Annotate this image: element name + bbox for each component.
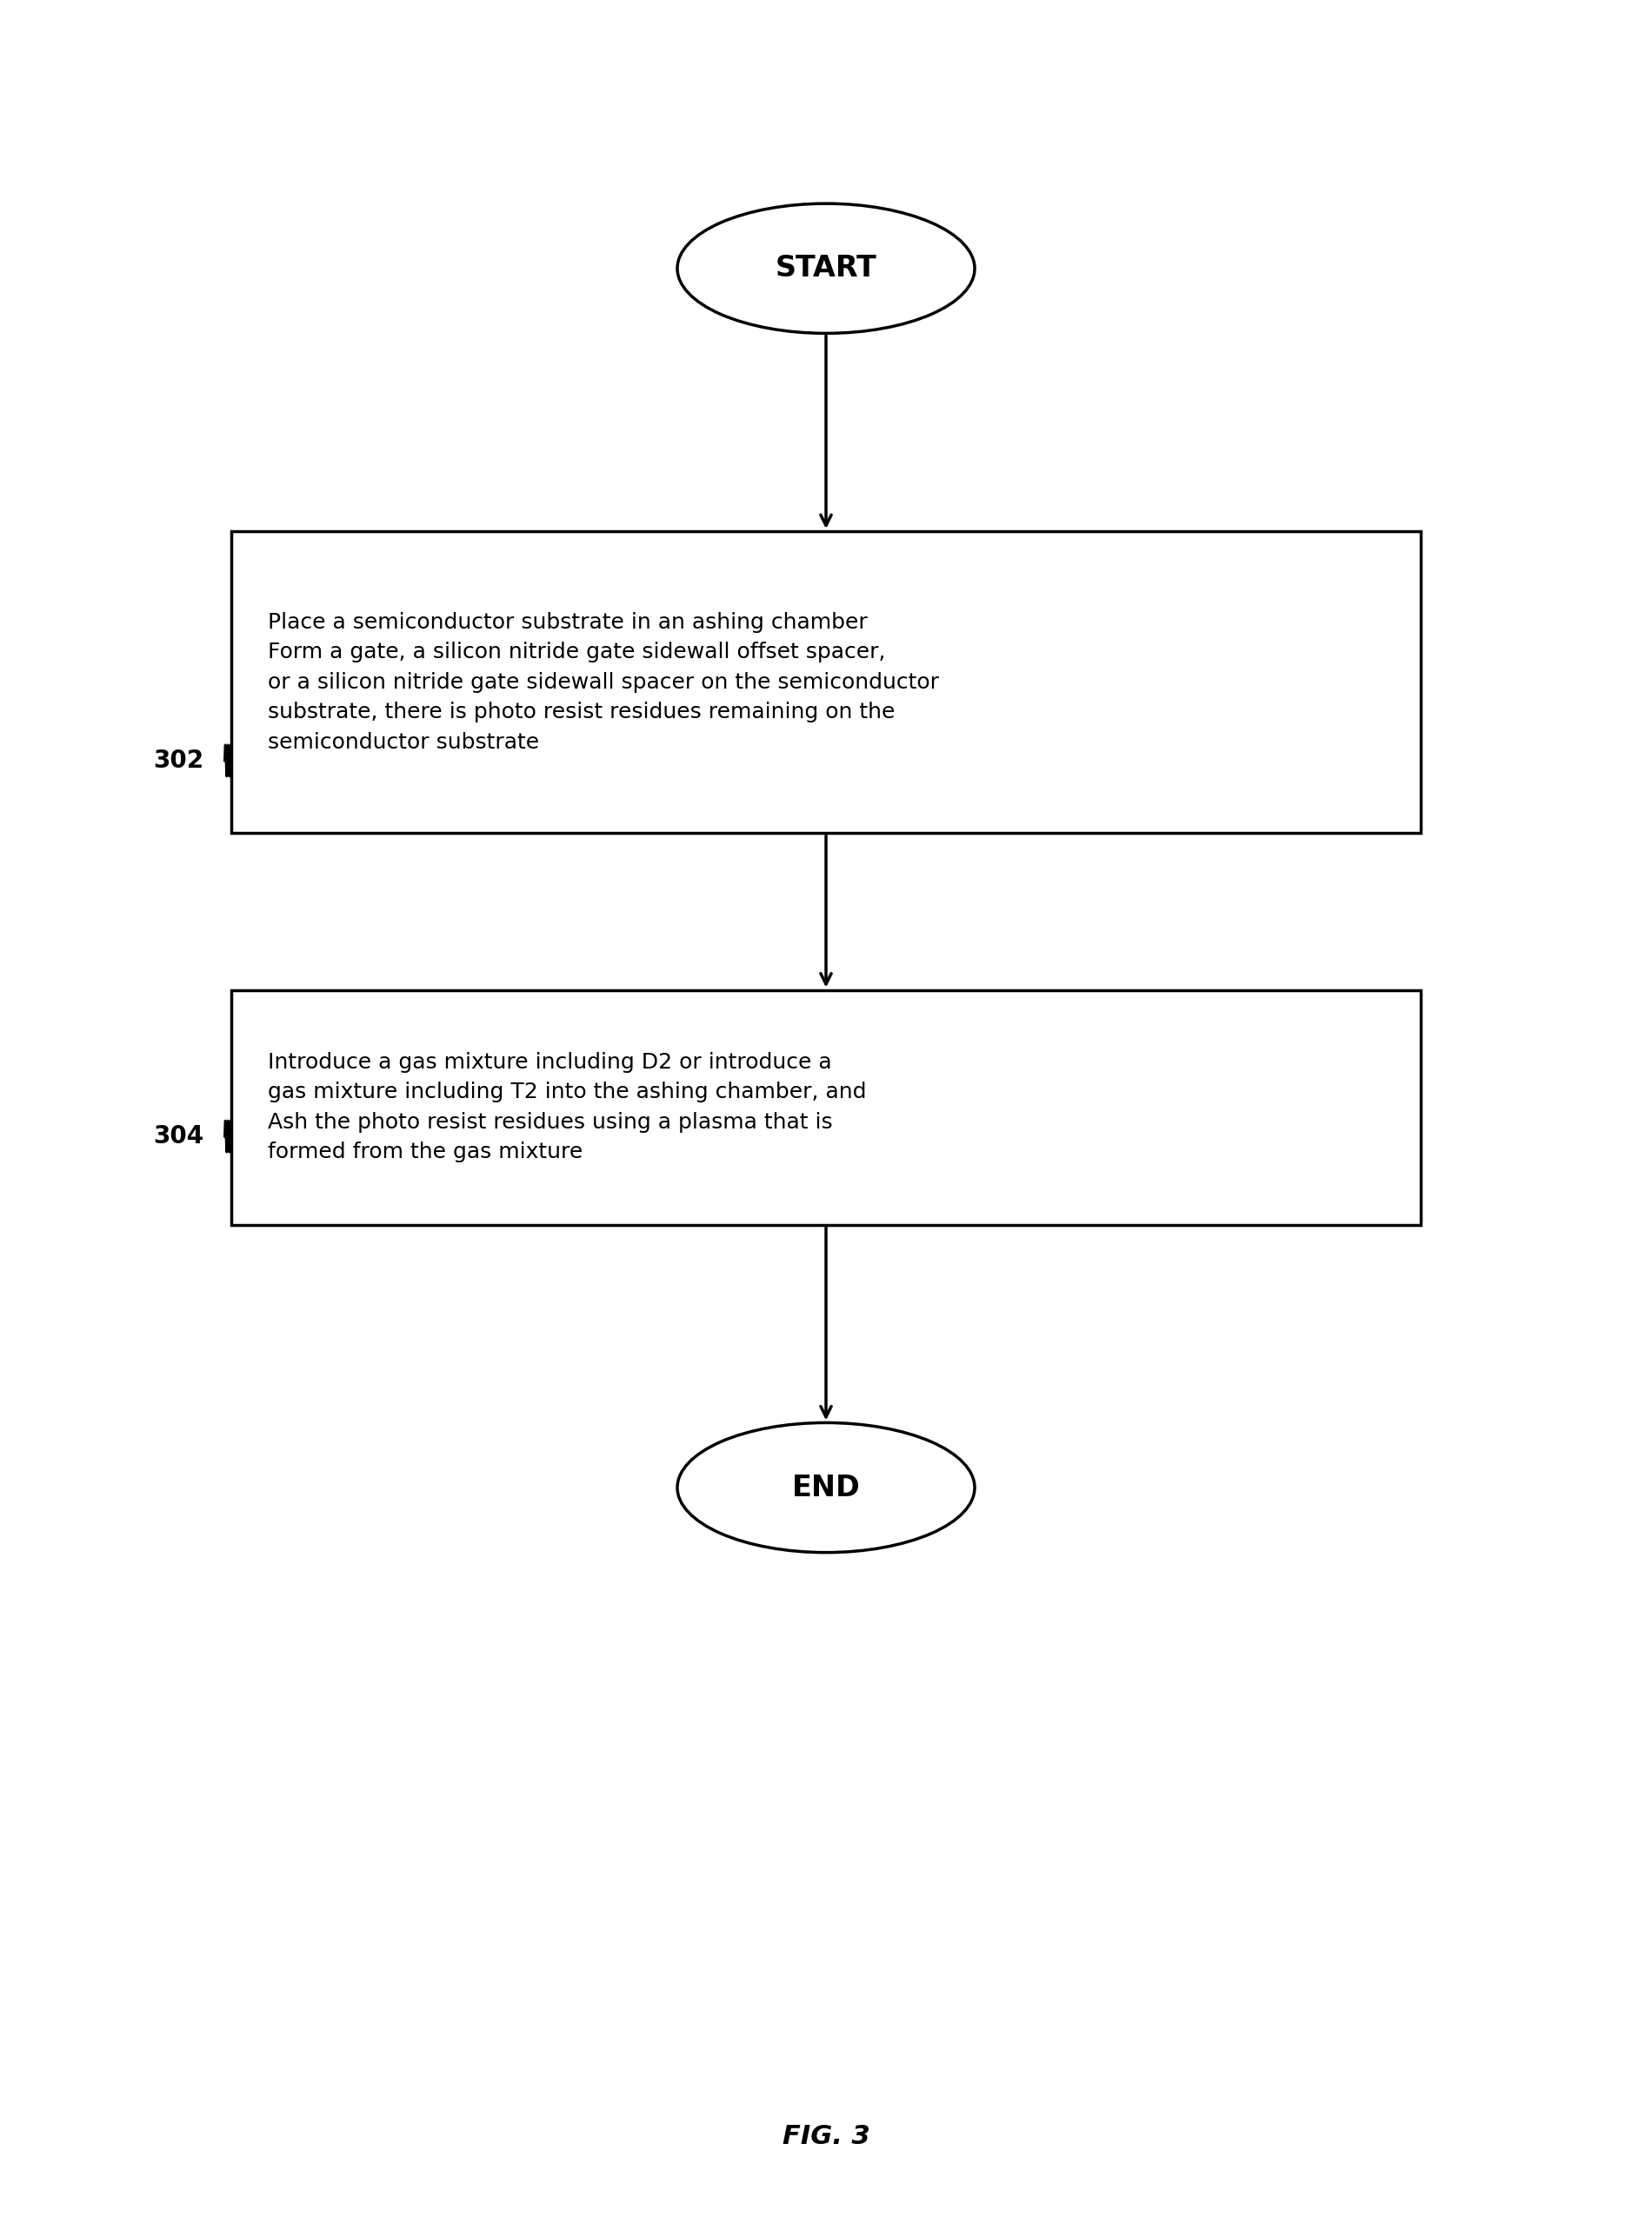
- Text: 304: 304: [154, 1125, 203, 1148]
- Text: FIG. 3: FIG. 3: [781, 2123, 871, 2150]
- Text: Place a semiconductor substrate in an ashing chamber
Form a gate, a silicon nitr: Place a semiconductor substrate in an as…: [268, 613, 938, 752]
- Text: END: END: [791, 1474, 861, 1501]
- Text: 302: 302: [154, 749, 203, 772]
- Text: START: START: [775, 255, 877, 282]
- Text: Introduce a gas mixture including D2 or introduce a
gas mixture including T2 int: Introduce a gas mixture including D2 or …: [268, 1051, 866, 1163]
